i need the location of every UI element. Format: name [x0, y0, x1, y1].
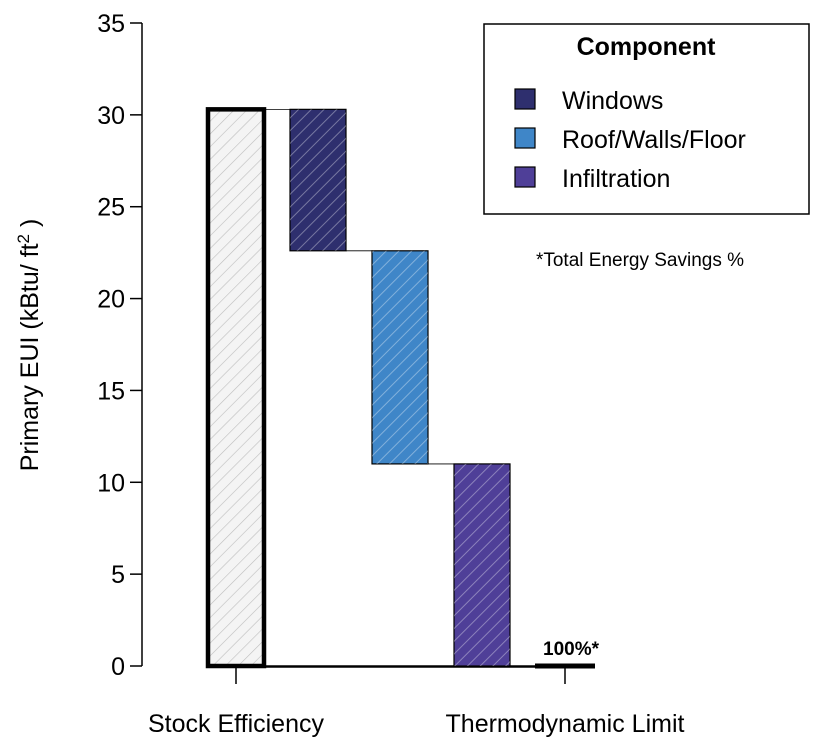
y-tick-label: 20: [97, 286, 125, 314]
x-axis: Stock Efficiency Thermodynamic Limit: [148, 666, 685, 738]
y-axis-label-text: Primary EUI (kBtu/ ft: [16, 243, 44, 471]
y-tick-label: 5: [111, 561, 125, 589]
savings-note: *Total Energy Savings %: [536, 250, 744, 271]
y-axis: 0 5 10 15 20 25 30 35: [97, 10, 143, 681]
legend-title: Component: [577, 33, 717, 61]
y-axis-label-superscript: 2: [14, 234, 33, 243]
bar-stock-efficiency: [205, 107, 267, 669]
legend-box: [483, 23, 810, 215]
y-tick-label: 35: [97, 10, 125, 38]
y-tick-label: 25: [97, 194, 125, 222]
legend-swatch-infiltration: [514, 166, 536, 188]
y-tick-label: 30: [97, 102, 125, 130]
y-tick-label: 15: [97, 377, 125, 405]
x-tick-label: Thermodynamic Limit: [446, 710, 685, 738]
bars: 100%*: [205, 107, 600, 669]
legend-label-windows: Windows: [562, 87, 663, 115]
bar-hatch-windows: [290, 109, 346, 251]
y-tick-label: 0: [111, 653, 125, 681]
legend-swatch-roof-walls-floor: [514, 127, 536, 149]
y-axis-label: Primary EUI (kBtu/ ft2 ): [14, 219, 45, 472]
legend: Component Windows Roof/Walls/Floor Infiltr…: [483, 23, 810, 215]
y-tick-label: 10: [97, 469, 125, 497]
legend-label-infiltration: Infiltration: [562, 165, 670, 193]
savings-label: 100%*: [543, 639, 600, 660]
bar-hatch-infiltration: [454, 463, 510, 666]
legend-label-roof-walls-floor: Roof/Walls/Floor: [562, 126, 746, 154]
bar-hatch-roof-walls-floor: [372, 250, 428, 464]
legend-swatch-windows: [514, 88, 536, 110]
y-axis-label-close: ): [16, 219, 44, 234]
x-tick-label: Stock Efficiency: [148, 710, 325, 738]
